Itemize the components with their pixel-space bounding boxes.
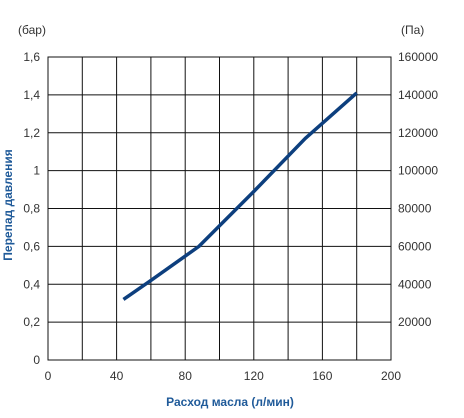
y-right-tick-label-3: 80000 [398, 202, 432, 216]
tick-labels: 0 0,2 0,4 0,6 0,8 1 1,2 1,4 1,6 20000 40000 60000 80… [23, 50, 438, 383]
y-axis-title: Перепад давления [1, 149, 15, 260]
y-tick-label-2: 0,4 [23, 277, 40, 291]
plot-frame [47, 56, 392, 361]
y-right-tick-label-5: 120000 [398, 126, 438, 140]
y-right-tick-label-1: 40000 [398, 277, 432, 291]
x-tick-label-1: 40 [110, 369, 124, 383]
right-axis-unit: (Па) [401, 23, 424, 37]
y-right-tick-label-7: 160000 [398, 50, 438, 64]
y-tick-label-7: 1,4 [23, 88, 40, 102]
x-tick-label-5: 200 [381, 369, 401, 383]
y-tick-label-8: 1,6 [23, 50, 40, 64]
y-tick-label-3: 0,6 [23, 239, 40, 253]
x-tick-label-0: 0 [45, 369, 52, 383]
x-tick-label-2: 80 [179, 369, 193, 383]
x-axis-title: Расход масла (л/мин) [166, 395, 294, 409]
y-right-tick-label-2: 60000 [398, 239, 432, 253]
grid [47, 56, 392, 361]
y-tick-label-5: 1 [33, 164, 40, 178]
series-line-0 [122, 91, 358, 301]
y-tick-label-6: 1,2 [23, 126, 40, 140]
x-tick-label-4: 160 [312, 369, 332, 383]
y-tick-label-1: 0,2 [23, 315, 40, 329]
y-tick-label-0: 0 [33, 353, 40, 367]
y-tick-label-4: 0,8 [23, 202, 40, 216]
y-right-tick-label-0: 20000 [398, 315, 432, 329]
series-layer [122, 91, 358, 301]
x-tick-label-3: 120 [244, 369, 264, 383]
y-right-tick-label-6: 140000 [398, 88, 438, 102]
plot-border [47, 56, 392, 361]
left-axis-unit: (бар) [18, 23, 46, 37]
y-right-tick-label-4: 100000 [398, 164, 438, 178]
